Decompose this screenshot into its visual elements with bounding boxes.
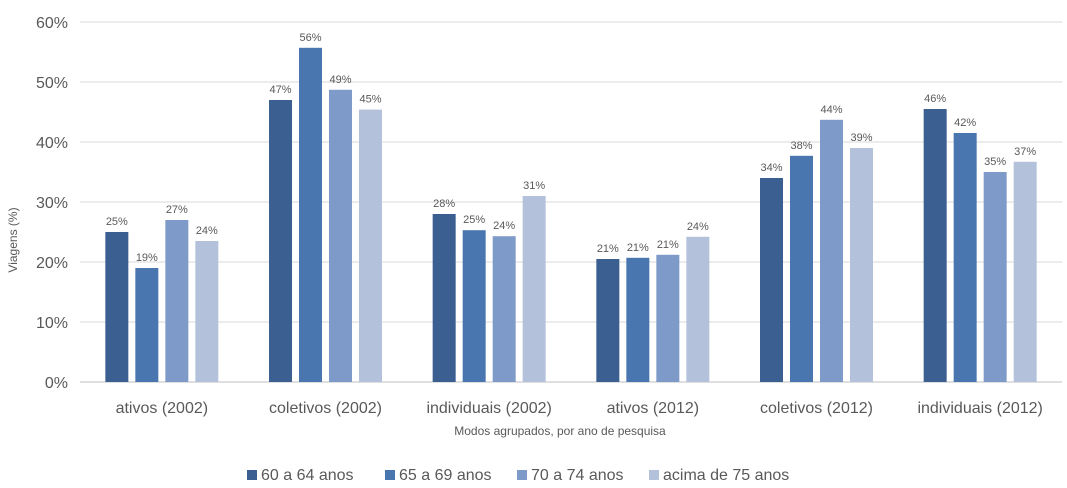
data-label: 35% (984, 156, 1006, 168)
bar (850, 148, 873, 382)
bar (165, 220, 189, 382)
bar (105, 232, 129, 382)
y-axis-title: Viagens (%) (6, 207, 20, 272)
legend-swatch (385, 470, 395, 480)
legend-label: 65 a 69 anos (399, 467, 492, 484)
bar (135, 268, 159, 382)
bar (953, 133, 977, 382)
data-label: 21% (657, 239, 679, 251)
category-label: ativos (2012) (607, 400, 700, 417)
gridlines (80, 21, 1062, 383)
y-tick-label: 30% (36, 195, 68, 212)
legend-label: 70 a 74 anos (531, 467, 624, 484)
data-label: 46% (924, 93, 946, 105)
legend-label: 60 a 64 anos (261, 467, 354, 484)
bar (686, 236, 710, 382)
data-label: 45% (359, 94, 381, 106)
bar (462, 230, 486, 382)
data-label: 38% (790, 140, 812, 152)
bar (432, 214, 456, 382)
data-label: 27% (166, 204, 188, 216)
data-label: 47% (269, 84, 291, 96)
bar (820, 119, 843, 383)
data-label: 24% (493, 220, 515, 232)
bar (790, 155, 813, 382)
data-label: 25% (463, 214, 485, 226)
category-label: individuais (2002) (426, 400, 551, 417)
bar (923, 109, 947, 382)
bar (596, 259, 620, 382)
x-axis-title: Modos agrupados, por ano de pesquisa (454, 424, 666, 438)
legend-label: acima de 75 anos (663, 467, 789, 484)
data-label: 39% (850, 132, 872, 144)
bar (626, 257, 650, 382)
data-label: 44% (820, 104, 842, 116)
data-label: 21% (627, 242, 649, 254)
category-label: ativos (2002) (116, 400, 209, 417)
data-label: 28% (433, 198, 455, 210)
legend-swatch (247, 470, 257, 480)
bar (492, 236, 516, 382)
y-tick-label: 40% (36, 135, 68, 152)
data-label: 34% (760, 162, 782, 174)
y-tick-label: 0% (45, 375, 68, 392)
data-label: 42% (954, 117, 976, 129)
bar (269, 100, 292, 382)
data-label: 37% (1014, 146, 1036, 158)
bar (329, 89, 352, 383)
data-label: 49% (329, 74, 351, 86)
bar (983, 172, 1007, 382)
legend-swatch (517, 470, 527, 480)
y-tick-label: 10% (36, 315, 68, 332)
legend: 60 a 64 anos 65 a 69 anos 70 a 74 anos acim… (247, 467, 789, 484)
bar (299, 47, 322, 383)
data-labels: 25% 19% 27% 24% 47% 56% 49% 45% 28% 25% 24% 31% 21% 2… (106, 32, 1037, 264)
y-tick-label: 50% (36, 75, 68, 92)
category-label: coletivos (2012) (760, 400, 873, 417)
y-axis-ticks: 0% 10% 20% 30% 40% 50% 60% (36, 15, 68, 392)
data-label: 21% (597, 243, 619, 255)
data-label: 24% (196, 225, 218, 237)
x-axis-categories: ativos (2002) coletivos (2002) individuais… (116, 400, 1043, 417)
category-label: individuais (2012) (917, 400, 1042, 417)
category-label: coletivos (2002) (269, 400, 382, 417)
bar (522, 196, 546, 382)
y-tick-label: 20% (36, 255, 68, 272)
data-label: 19% (136, 252, 158, 264)
legend-swatch (649, 470, 659, 480)
data-label: 24% (687, 221, 709, 233)
bar (656, 254, 680, 382)
data-label: 31% (523, 180, 545, 192)
data-label: 25% (106, 216, 128, 228)
bars (105, 47, 1037, 383)
bar (195, 241, 219, 382)
data-label: 56% (299, 32, 321, 44)
bar (359, 109, 382, 382)
bar (760, 178, 783, 382)
bar (1013, 161, 1037, 382)
y-tick-label: 60% (36, 15, 68, 32)
